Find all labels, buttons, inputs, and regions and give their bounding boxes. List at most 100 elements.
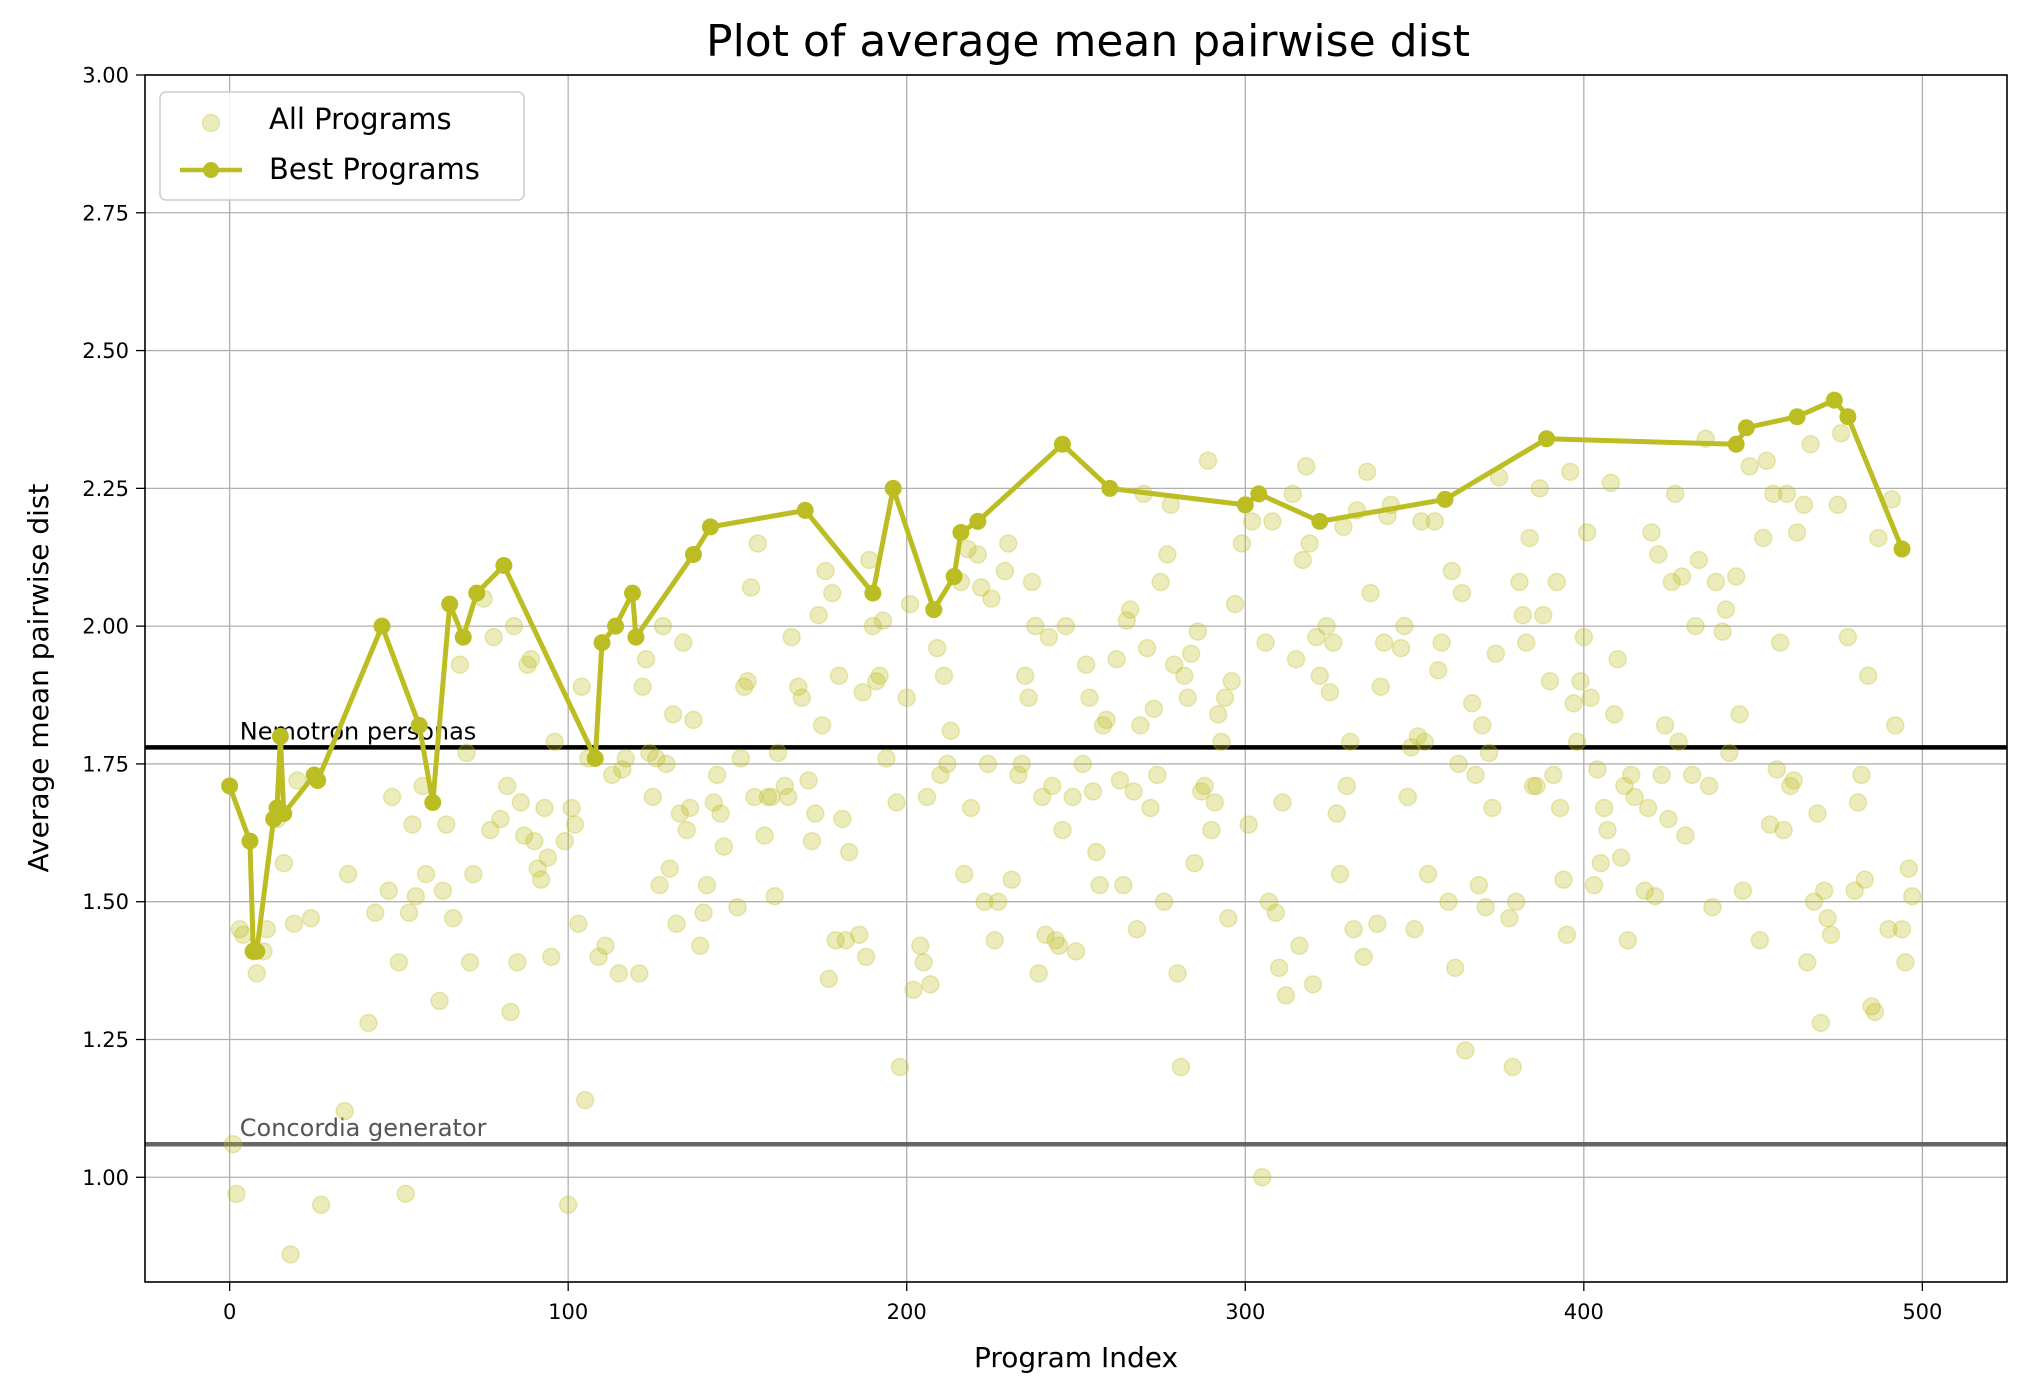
all-programs-point	[430, 991, 449, 1011]
all-programs-point	[806, 804, 825, 823]
all-programs-point	[1120, 600, 1140, 619]
all-programs-point	[697, 875, 717, 895]
all-programs-point	[1574, 627, 1594, 647]
all-programs-point	[1452, 583, 1472, 603]
all-programs-point	[789, 677, 808, 697]
all-programs-point	[1330, 864, 1350, 884]
all-programs-point	[1686, 616, 1705, 636]
all-programs-point	[1093, 716, 1113, 735]
x-tick-label: 0	[223, 1300, 236, 1324]
all-programs-point	[1425, 512, 1445, 531]
all-programs-point	[738, 672, 757, 691]
all-programs-point	[1310, 666, 1330, 685]
all-programs-point	[1456, 1041, 1475, 1060]
best-programs-point	[684, 545, 702, 563]
all-programs-point	[484, 627, 503, 647]
all-programs-point	[1022, 572, 1042, 592]
all-programs-point	[589, 947, 608, 967]
all-programs-point	[562, 798, 581, 818]
all-programs-point	[982, 589, 1001, 608]
all-programs-point	[542, 947, 561, 967]
all-programs-point	[1185, 853, 1204, 873]
all-programs-point	[1418, 864, 1438, 884]
all-programs-point	[782, 627, 801, 647]
all-programs-point	[1655, 716, 1675, 735]
all-programs-point	[988, 892, 1008, 911]
best-programs-point	[248, 942, 266, 960]
all-programs-point	[1520, 528, 1539, 548]
y-axis-label: Average mean pairwise dist	[22, 484, 55, 873]
all-programs-point	[985, 931, 1004, 950]
all-programs-point	[1015, 666, 1035, 685]
all-programs-point	[657, 754, 676, 774]
all-programs-point	[1466, 765, 1485, 785]
all-programs-point	[670, 804, 690, 823]
all-programs-point	[1398, 787, 1418, 807]
all-programs-point	[1107, 649, 1126, 669]
all-programs-point	[975, 892, 994, 911]
all-programs-point	[1401, 738, 1421, 757]
all-programs-point	[829, 666, 849, 685]
all-programs-point	[1598, 820, 1617, 840]
y-tick-label: 2.50	[82, 339, 129, 363]
all-programs-point	[1720, 743, 1739, 763]
all-programs-point	[748, 534, 768, 553]
y-tick-label: 1.25	[82, 1028, 129, 1052]
all-programs-point	[1374, 633, 1394, 652]
all-programs-point	[450, 655, 470, 674]
all-programs-point	[558, 1195, 578, 1215]
all-programs-point	[1168, 964, 1187, 983]
all-programs-point	[1164, 655, 1184, 674]
all-programs-point	[1083, 782, 1103, 801]
all-programs-point	[1019, 688, 1038, 708]
all-programs-point	[1205, 793, 1225, 812]
best-programs-point	[1053, 435, 1071, 453]
all-programs-point	[1787, 523, 1807, 542]
all-programs-point	[1032, 787, 1052, 807]
all-programs-point	[1615, 776, 1634, 796]
y-tick-label: 1.50	[82, 890, 129, 914]
all-programs-point	[233, 925, 253, 945]
all-programs-point	[1540, 672, 1560, 691]
all-programs-point	[311, 1195, 331, 1215]
all-programs-point	[602, 765, 622, 785]
all-programs-point	[1117, 611, 1137, 630]
all-programs-point	[1320, 683, 1340, 702]
all-programs-point	[1618, 931, 1638, 950]
all-programs-point	[978, 754, 998, 774]
all-programs-point	[1557, 925, 1577, 945]
all-programs-point	[1608, 649, 1627, 669]
all-programs-point	[1567, 732, 1587, 752]
all-programs-point	[1760, 815, 1780, 834]
x-tick-label: 100	[548, 1300, 588, 1324]
all-programs-point	[1076, 655, 1096, 674]
all-programs-point	[1087, 842, 1106, 862]
all-programs-point	[565, 815, 585, 834]
all-programs-point	[1432, 633, 1451, 652]
all-programs-point	[1198, 451, 1218, 471]
all-programs-point	[1740, 457, 1759, 476]
plot-frame	[144, 74, 2008, 1283]
all-programs-point	[1259, 892, 1279, 911]
all-programs-point	[437, 815, 456, 834]
all-programs-point	[1428, 660, 1448, 680]
best-programs-point	[424, 794, 442, 812]
best-programs-point	[1236, 496, 1254, 514]
all-programs-point	[1886, 716, 1905, 735]
all-programs-point	[1445, 958, 1465, 978]
best-programs-point	[309, 771, 327, 789]
all-programs-point	[497, 776, 517, 796]
best-programs-point	[593, 634, 611, 652]
all-programs-point	[1798, 953, 1817, 972]
all-programs-point	[1296, 457, 1316, 476]
all-programs-point	[1368, 914, 1387, 934]
best-programs-point	[1436, 490, 1454, 508]
all-programs-point	[338, 864, 358, 884]
best-programs-point	[1839, 408, 1857, 426]
all-programs-point	[1564, 694, 1583, 713]
x-tick-label: 400	[1564, 1300, 1604, 1324]
all-programs-point	[1462, 694, 1482, 713]
all-programs-point	[1026, 616, 1045, 636]
all-programs-point	[1804, 892, 1824, 911]
